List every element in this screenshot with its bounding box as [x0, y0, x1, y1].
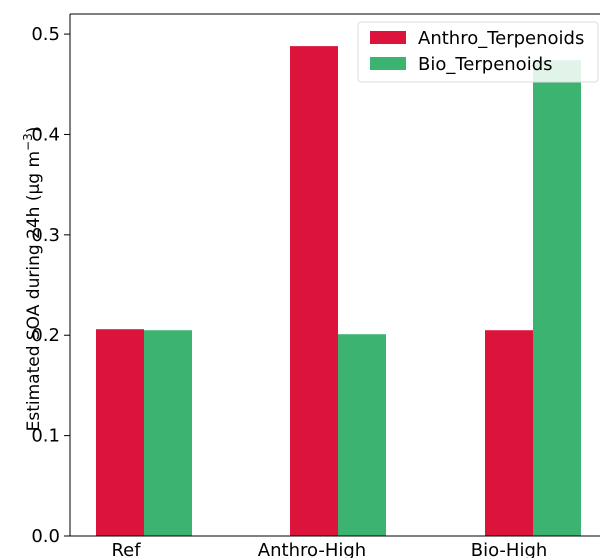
legend-label: Bio_Terpenoids: [418, 54, 553, 75]
bar-bio-terpenoids-anthro-high: [338, 334, 386, 536]
y-axis-label: Estimated SOA during 24h (µg m−3): [21, 127, 44, 432]
x-ticks: Ref Anthro-High Bio-High: [111, 540, 547, 558]
y-ticks: 0.0 0.1 0.2 0.3 0.4 0.5: [31, 24, 70, 547]
bar-anthro-terpenoids-bio-high: [485, 330, 533, 536]
bar-anthro-terpenoids-anthro-high: [290, 46, 338, 536]
legend-swatch: [370, 57, 406, 70]
bar-anthro-terpenoids-ref: [96, 329, 144, 536]
legend-swatch: [370, 31, 406, 44]
bar-bio-terpenoids-ref: [144, 330, 192, 536]
legend-label: Anthro_Terpenoids: [418, 28, 584, 49]
y-tick-label: 0.4: [31, 124, 60, 145]
bars: [96, 46, 581, 537]
y-tick-label: 0.1: [31, 426, 60, 447]
bar-bio-terpenoids-bio-high: [533, 60, 581, 537]
y-tick-label: 0.2: [31, 325, 60, 346]
x-tick-label: Anthro-High: [258, 540, 366, 558]
x-tick-label: Ref: [111, 540, 141, 558]
y-tick-label: 0.3: [31, 225, 60, 246]
y-tick-label: 0.0: [31, 526, 60, 547]
axes: [69, 13, 600, 537]
x-tick-label: Bio-High: [471, 540, 548, 558]
y-axis-label-main: Estimated SOA during 24h (µg m: [24, 151, 44, 431]
y-axis-label-end: ): [24, 127, 44, 134]
y-axis-label-superscript: −3: [21, 133, 35, 151]
legend-frame: [357, 21, 599, 83]
y-tick-label: 0.5: [31, 24, 60, 45]
legend: Anthro_Terpenoids Bio_Terpenoids: [357, 21, 599, 83]
